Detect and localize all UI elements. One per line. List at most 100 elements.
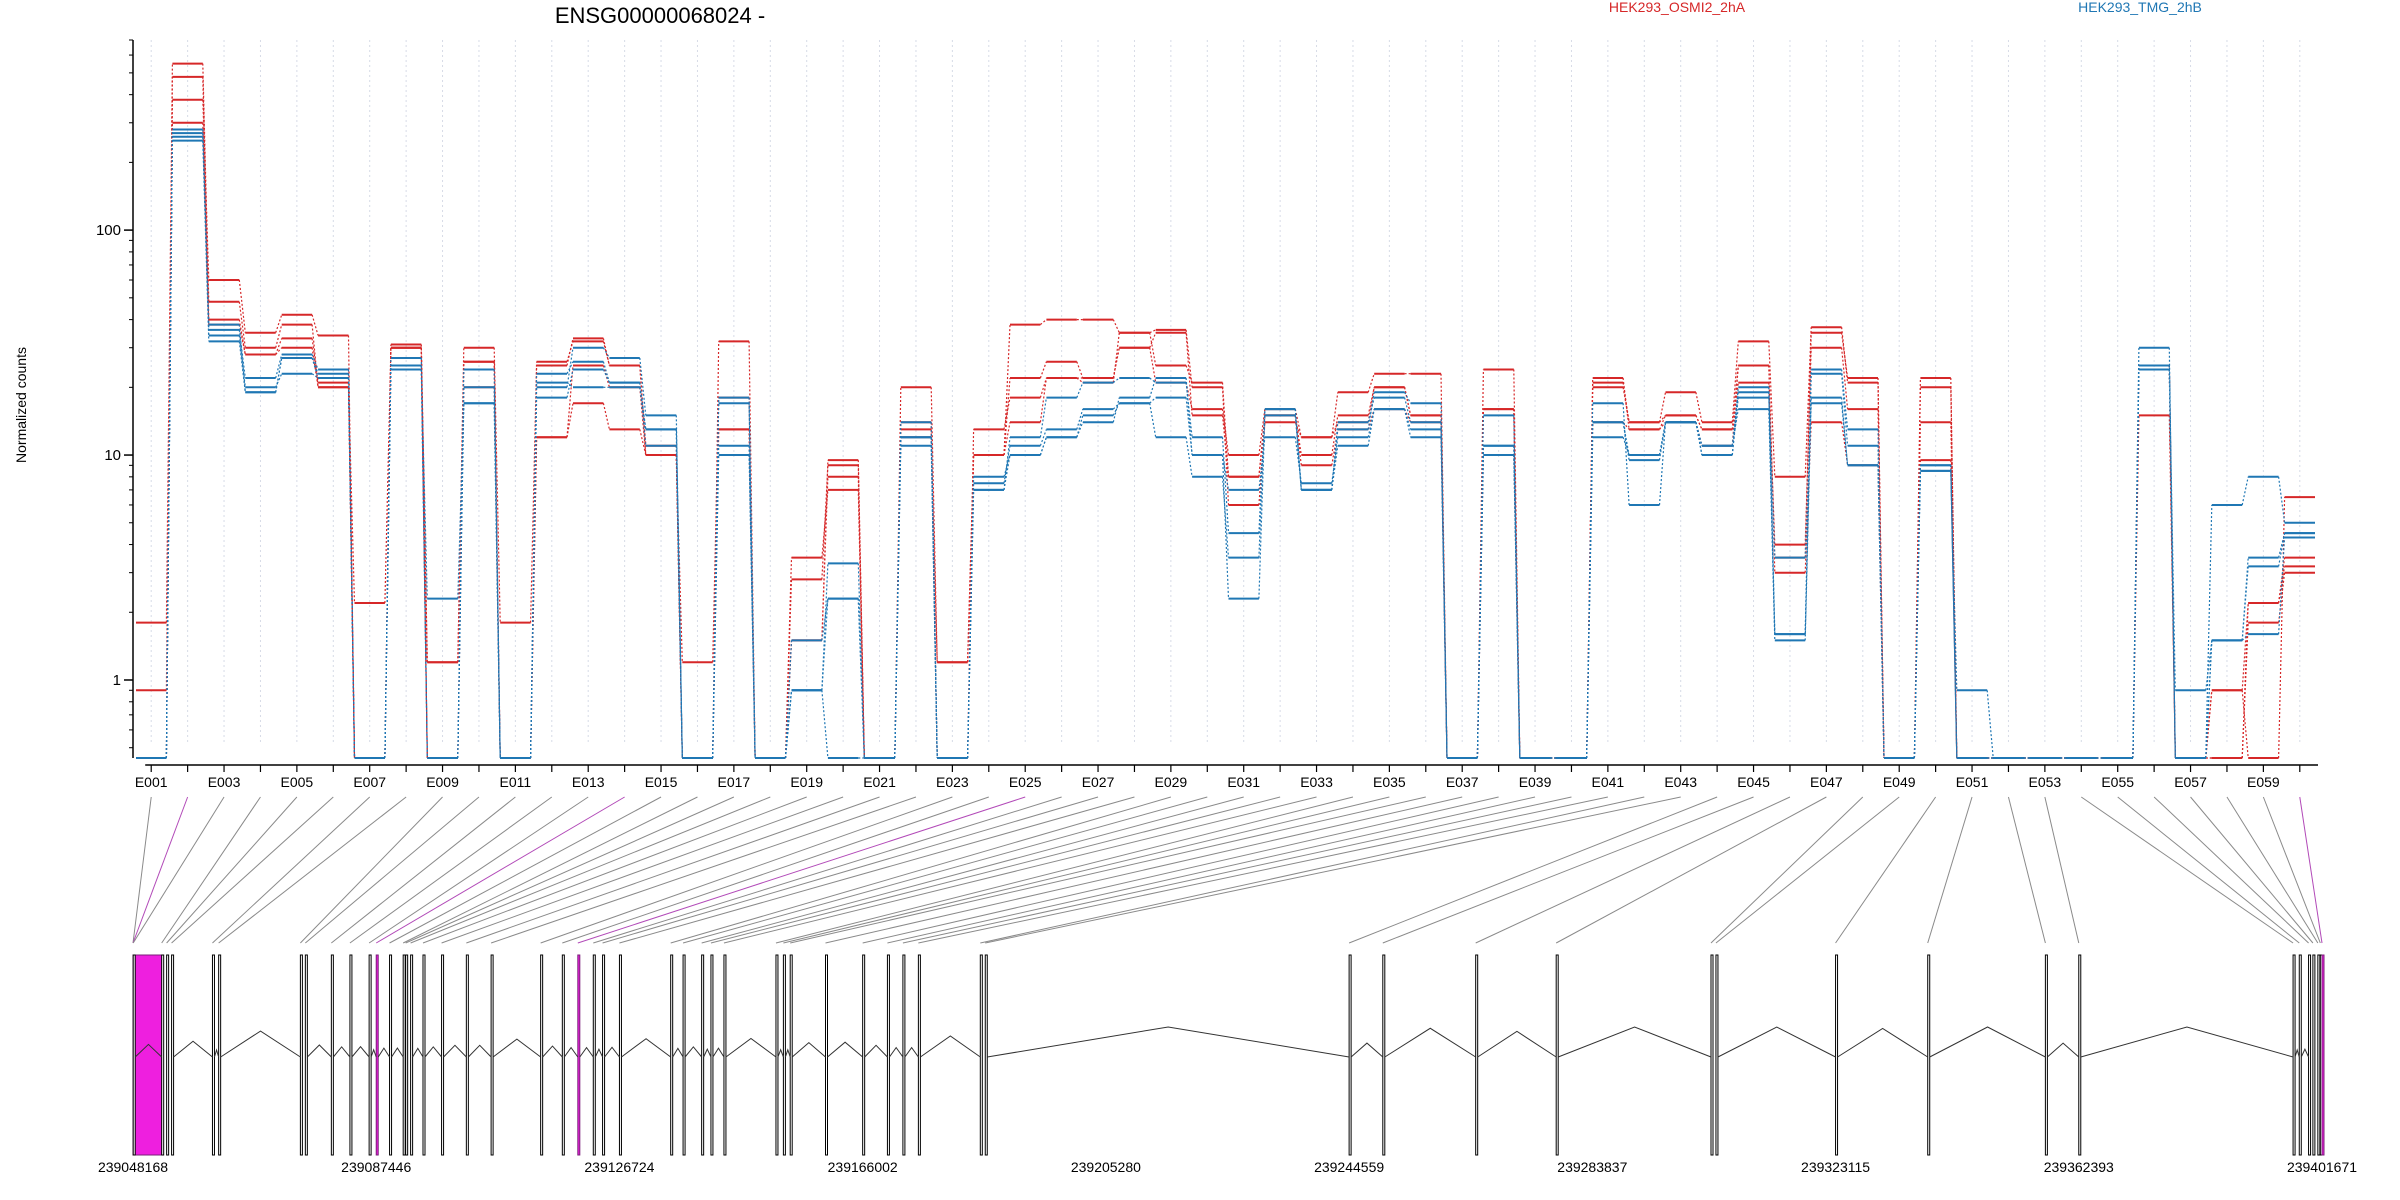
exon-box: [561, 954, 565, 1156]
x-tick-label: E027: [1082, 774, 1115, 790]
intron-line: [791, 1042, 826, 1058]
exon-connector: [593, 796, 1062, 944]
exon-box: [2308, 954, 2312, 1156]
intron-line: [1717, 1026, 1836, 1058]
intron-line: [542, 1045, 563, 1058]
exon-box: [405, 954, 409, 1156]
series-layer: [136, 62, 2315, 759]
genomic-tick-label: 239205280: [1071, 1159, 1141, 1175]
exon-box: [375, 954, 379, 1156]
x-tick-label: E049: [1883, 774, 1916, 790]
intron-line: [443, 1044, 467, 1058]
intron-line: [213, 1048, 220, 1058]
exon-connector: [405, 796, 735, 944]
exon-box: [1382, 954, 1386, 1156]
exon-connector: [331, 796, 516, 944]
exon-connector: [2117, 796, 2300, 944]
exon-box: [2298, 954, 2302, 1156]
y-tick-label: 100: [96, 222, 121, 239]
x-tick-label: E029: [1155, 774, 1188, 790]
exon-connector: [577, 796, 1026, 944]
x-tick-label: E037: [1446, 774, 1479, 790]
genomic-tick-label: 239048168: [98, 1159, 168, 1175]
exon-connector: [980, 796, 1645, 944]
x-tick-label: E007: [353, 774, 386, 790]
exon-connector: [132, 796, 152, 944]
exon-connector: [2007, 796, 2046, 944]
intron-line: [725, 1037, 777, 1058]
exon-box: [389, 954, 393, 1156]
exon-connector: [305, 796, 480, 944]
genomic-tick-label: 239087446: [341, 1159, 411, 1175]
intron-line: [889, 1046, 904, 1058]
intron-line: [827, 1041, 863, 1058]
exon-box: [171, 954, 175, 1156]
genomic-tick-label: 239166002: [828, 1159, 898, 1175]
x-tick-label: E021: [863, 774, 896, 790]
intron-line: [306, 1044, 332, 1058]
y-axis-label: Normalized counts: [13, 347, 29, 463]
x-tick-label: E009: [426, 774, 459, 790]
exon-box: [304, 954, 308, 1156]
exon-box: [2317, 954, 2321, 1156]
exon-connector: [212, 796, 371, 944]
exon-connector: [2153, 796, 2309, 944]
x-tick-label: E025: [1009, 774, 1042, 790]
intron-line: [920, 1035, 981, 1058]
exon-box: [166, 954, 170, 1156]
x-tick-label: E043: [1664, 774, 1697, 790]
x-tick-label: E013: [572, 774, 605, 790]
intron-line: [1477, 1030, 1557, 1058]
exon-box: [577, 954, 581, 1156]
exon-box: [540, 954, 544, 1156]
intron-line: [173, 1040, 213, 1058]
intron-line: [2047, 1042, 2080, 1058]
x-tick-label: E005: [281, 774, 314, 790]
series-transition: [165, 99, 2286, 759]
x-tick-label: E035: [1373, 774, 1406, 790]
exon-box: [1715, 954, 1719, 1156]
exon-connector: [540, 796, 953, 944]
y-tick-label: 10: [104, 447, 121, 464]
exon-connector: [166, 796, 298, 944]
exon-box: [701, 954, 705, 1156]
intron-line: [332, 1046, 351, 1058]
legend-entry: HEK293_TMG_2hB: [2078, 0, 2202, 15]
x-tick-label: E011: [500, 774, 532, 790]
exon-box: [490, 954, 494, 1156]
x-tick-label: E031: [1227, 774, 1260, 790]
exon-connector: [670, 796, 1172, 944]
intron-line: [391, 1047, 404, 1058]
intron-line: [703, 1047, 712, 1058]
exon-connector: [1710, 796, 1864, 944]
y-tick-label: 1: [113, 672, 121, 689]
intron-line: [621, 1038, 671, 1058]
intron-line: [672, 1047, 684, 1058]
exon-box: [349, 954, 353, 1156]
intron-line: [563, 1046, 579, 1058]
exon-box: [979, 954, 983, 1156]
axes-layer: [124, 39, 2318, 772]
exon-box: [441, 954, 445, 1156]
series-transition: [165, 133, 2286, 759]
exon-connector: [2081, 796, 2294, 944]
exon-connector: [132, 796, 225, 944]
x-tick-label: E051: [1956, 774, 1989, 790]
exon-box: [422, 954, 426, 1156]
x-tick-label: E015: [645, 774, 678, 790]
exon-box: [2292, 954, 2296, 1156]
intron-line: [579, 1046, 594, 1058]
exon-connector: [918, 796, 1608, 944]
exon-connector: [1835, 796, 1937, 944]
series-transition: [165, 63, 2286, 759]
exon-box: [211, 954, 215, 1156]
exon-connector: [602, 796, 1099, 944]
exon-box: [917, 954, 921, 1156]
exon-box: [602, 954, 606, 1156]
x-tick-label: E019: [790, 774, 823, 790]
exon-connector: [441, 796, 844, 944]
intron-line: [220, 1030, 301, 1058]
exon-box: [1348, 954, 1352, 1156]
exon-connector: [389, 796, 662, 944]
genomic-tick-label: 239244559: [1314, 1159, 1384, 1175]
